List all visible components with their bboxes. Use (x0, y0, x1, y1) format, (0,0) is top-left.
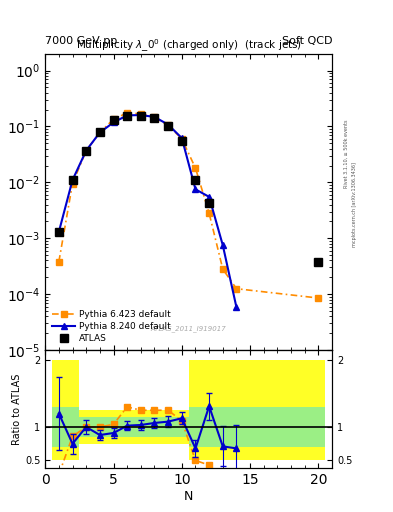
Title: Multiplicity $\lambda\_0^0$ (charged only)  (track jets): Multiplicity $\lambda\_0^0$ (charged onl… (75, 37, 302, 54)
Pythia 8.240 default (207, 194, 211, 200)
Pythia 8.240 default (84, 147, 88, 154)
Pythia 6.423 default (70, 181, 75, 187)
Pythia 6.423 default (234, 286, 239, 292)
Pythia 8.240 default (111, 119, 116, 125)
Pythia 6.423 default (316, 295, 321, 301)
Pythia 6.423 default (125, 110, 130, 116)
Pythia 8.240 default (138, 112, 143, 118)
ATLAS (193, 177, 198, 183)
Pythia 8.240 default (57, 229, 61, 235)
ATLAS (111, 117, 116, 123)
Pythia 6.423 default (207, 210, 211, 216)
Pythia 8.240 default (234, 304, 239, 310)
ATLAS (166, 123, 171, 130)
Pythia 6.423 default (138, 111, 143, 117)
Text: Soft QCD: Soft QCD (282, 36, 332, 46)
ATLAS (207, 200, 211, 206)
ATLAS (125, 113, 130, 119)
Pythia 6.423 default (152, 114, 157, 120)
ATLAS (57, 229, 61, 235)
ATLAS (316, 259, 321, 265)
Pythia 8.240 default (70, 177, 75, 183)
Pythia 8.240 default (152, 114, 157, 120)
Text: ATLAS_2011_I919017: ATLAS_2011_I919017 (151, 326, 226, 332)
ATLAS (97, 130, 102, 136)
Text: 7000 GeV pp: 7000 GeV pp (45, 36, 118, 46)
X-axis label: N: N (184, 490, 193, 503)
Pythia 8.240 default (125, 112, 130, 118)
Pythia 6.423 default (193, 165, 198, 171)
Legend: Pythia 6.423 default, Pythia 8.240 default, ATLAS: Pythia 6.423 default, Pythia 8.240 defau… (50, 308, 173, 346)
Pythia 6.423 default (57, 259, 61, 265)
Pythia 8.240 default (166, 121, 171, 127)
Text: Rivet 3.1.10, ≥ 500k events: Rivet 3.1.10, ≥ 500k events (344, 119, 349, 188)
ATLAS (84, 147, 88, 154)
ATLAS (180, 138, 184, 144)
Pythia 8.240 default (97, 130, 102, 136)
Pythia 8.240 default (180, 135, 184, 141)
Text: mcplots.cern.ch [arXiv:1306.3436]: mcplots.cern.ch [arXiv:1306.3436] (352, 162, 357, 247)
ATLAS (152, 115, 157, 121)
Pythia 6.423 default (84, 147, 88, 154)
Pythia 6.423 default (180, 136, 184, 142)
Line: Pythia 8.240 default: Pythia 8.240 default (55, 112, 240, 311)
ATLAS (138, 113, 143, 119)
Pythia 6.423 default (166, 122, 171, 129)
Line: Pythia 6.423 default: Pythia 6.423 default (56, 110, 321, 301)
Pythia 8.240 default (220, 242, 225, 248)
Pythia 6.423 default (97, 130, 102, 136)
Y-axis label: Ratio to ATLAS: Ratio to ATLAS (12, 374, 22, 445)
Pythia 8.240 default (193, 186, 198, 193)
ATLAS (70, 177, 75, 183)
Pythia 6.423 default (111, 116, 116, 122)
Pythia 6.423 default (220, 266, 225, 272)
Line: ATLAS: ATLAS (55, 112, 322, 266)
